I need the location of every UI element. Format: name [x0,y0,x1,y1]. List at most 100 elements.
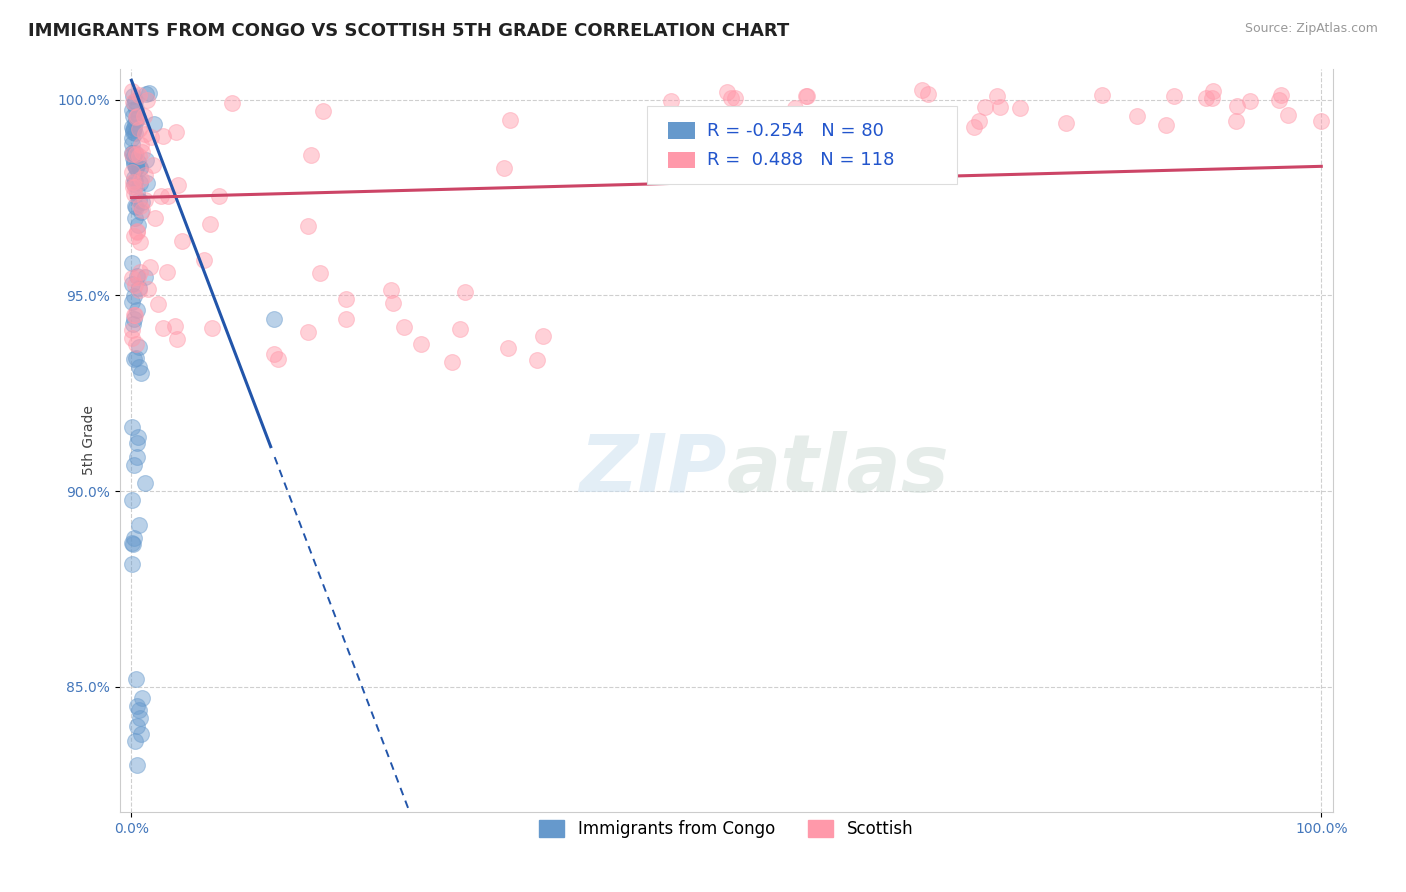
Point [851,119,873,133]
Point [121,493,143,508]
Point [170,234,193,248]
Point [335,293,357,307]
Point [121,536,143,550]
Point [131,202,153,217]
Point [124,173,146,187]
Point [127,112,149,126]
Point [967,114,990,128]
Point [122,171,145,186]
Point [1054,116,1077,130]
Point [297,219,319,234]
Point [127,226,149,240]
Point [124,186,146,201]
Point [127,719,149,733]
Point [128,703,150,717]
Point [125,112,148,126]
Point [492,161,515,175]
Point [142,158,165,172]
Point [128,281,150,295]
Point [299,147,322,161]
Point [796,89,818,103]
Point [132,109,155,123]
Point [125,102,148,116]
Point [157,188,180,202]
Point [449,321,471,335]
Point [124,278,146,293]
Point [122,318,145,332]
Point [127,303,149,318]
Point [973,100,995,114]
Point [125,109,148,123]
Point [128,264,150,278]
Point [131,145,153,159]
Point [128,340,150,354]
Point [121,131,143,145]
Point [409,336,432,351]
Point [917,87,939,102]
Point [124,532,146,546]
Point [128,518,150,533]
Point [127,430,149,444]
Point [128,194,150,208]
Point [124,146,146,161]
Point [127,699,149,714]
Text: atlas: atlas [727,431,949,509]
Point [208,189,231,203]
Point [122,289,145,303]
Point [198,217,221,231]
Point [122,96,145,111]
Point [794,88,817,103]
Point [129,726,152,740]
Text: IMMIGRANTS FROM CONGO VS SCOTTISH 5TH GRADE CORRELATION CHART: IMMIGRANTS FROM CONGO VS SCOTTISH 5TH GR… [28,22,789,40]
Point [1194,91,1216,105]
Point [138,86,160,100]
Point [394,320,416,334]
Point [124,160,146,174]
Point [1154,118,1177,132]
Point [263,347,285,361]
Point [121,147,143,161]
Point [134,476,156,491]
Bar [668,122,695,139]
Point [127,436,149,450]
Point [128,711,150,725]
Point [131,195,153,210]
Point [124,126,146,140]
Point [121,536,143,550]
Point [125,672,148,686]
Point [167,178,190,192]
Point [121,331,143,345]
Point [124,312,146,326]
Point [121,270,143,285]
Point [146,297,169,311]
Point [152,320,174,334]
Point [124,211,146,225]
Point [121,124,143,138]
Point [135,153,157,168]
Point [128,176,150,190]
Point [125,351,148,366]
Point [121,323,143,337]
Point [128,121,150,136]
Point [1268,93,1291,107]
Point [156,265,179,279]
Point [122,156,145,170]
Point [128,149,150,163]
Point [135,87,157,102]
Point [165,125,187,139]
Point [122,175,145,189]
Point [122,228,145,243]
Legend: Immigrants from Congo, Scottish: Immigrants from Congo, Scottish [533,813,920,845]
Point [129,161,152,176]
Point [963,120,986,134]
Point [297,325,319,339]
Point [526,353,548,368]
Point [134,193,156,207]
Point [127,758,149,772]
Point [129,205,152,219]
Point [986,89,1008,103]
Point [125,160,148,174]
Point [121,256,143,270]
Point [496,341,519,355]
Point [122,122,145,136]
